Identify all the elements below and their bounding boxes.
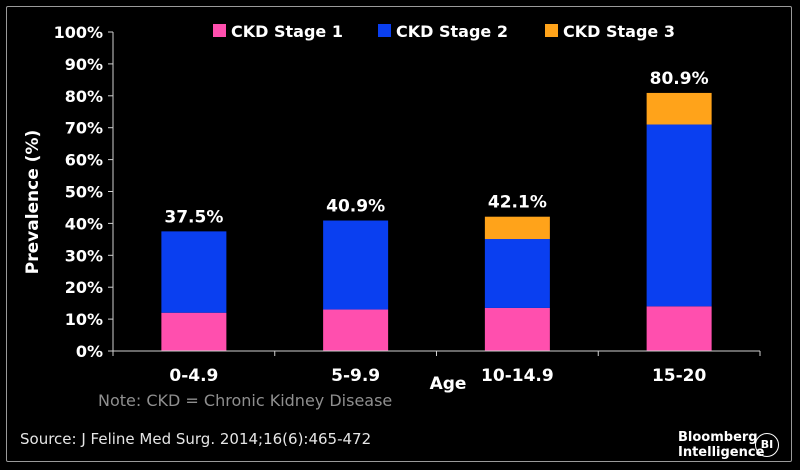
y-tick-label: 10% [65, 310, 103, 329]
x-tick-label: 15-20 [652, 366, 707, 386]
x-tick-label: 10-14.9 [481, 366, 554, 386]
chart-note: Note: CKD = Chronic Kidney Disease [98, 391, 393, 410]
bar-ckd-stage-1-5-9.9 [323, 309, 389, 351]
brand-line-1: Bloomberg [678, 430, 758, 445]
y-tick-label: 70% [65, 119, 103, 138]
bar-ckd-stage-1-0-4.9 [161, 312, 227, 351]
y-tick-label: 30% [65, 246, 103, 265]
legend-label: CKD Stage 2 [396, 22, 508, 41]
bar-total-label: 40.9% [326, 197, 385, 217]
legend-swatch [545, 24, 558, 37]
bar-ckd-stage-1-15-20 [646, 306, 712, 351]
legend-label: CKD Stage 1 [231, 22, 343, 41]
bars: 37.5% 40.9% 42.1% 80.9% [161, 69, 712, 351]
y-tick-label: 0% [76, 342, 103, 361]
bar-total-label: 37.5% [164, 207, 223, 227]
chart-frame [6, 6, 792, 462]
legend: CKD Stage 1 CKD Stage 2 CKD Stage 3 [213, 22, 675, 41]
y-tick-label: 90% [65, 55, 103, 74]
bar-ckd-stage-3-10-14.9 [484, 216, 550, 240]
brand-logo: Bloomberg Intelligence [678, 430, 764, 460]
y-axis-label: Prevalence (%) [23, 130, 43, 274]
bar-ckd-stage-2-10-14.9 [484, 239, 550, 308]
x-axis-label: Age [430, 374, 467, 394]
y-tick-label: 50% [65, 183, 103, 202]
bar-ckd-stage-3-15-20 [646, 92, 712, 125]
y-tick-label: 100% [54, 23, 103, 42]
legend-swatch [213, 24, 226, 37]
bar-total-label: 42.1% [488, 193, 547, 213]
legend-label: CKD Stage 3 [563, 22, 675, 41]
y-tick-label: 60% [65, 151, 103, 170]
legend-swatch [378, 24, 391, 37]
source-citation: Source: J Feline Med Surg. 2014;16(6):46… [20, 430, 372, 448]
bar-ckd-stage-2-5-9.9 [323, 220, 389, 310]
bar-ckd-stage-2-15-20 [646, 124, 712, 307]
x-tick-label: 0-4.9 [169, 366, 218, 386]
x-axis: 0-4.9 5-9.9 10-14.9 15-20 [112, 350, 761, 386]
y-tick-label: 40% [65, 214, 103, 233]
brand-line-2: Intelligence [678, 445, 765, 460]
y-tick-label: 20% [65, 278, 103, 297]
x-tick-label: 5-9.9 [331, 366, 380, 386]
bar-ckd-stage-1-10-14.9 [484, 307, 550, 351]
bi-badge-icon: BI [755, 433, 779, 457]
y-tick-label: 80% [65, 87, 103, 106]
bar-ckd-stage-2-0-4.9 [161, 231, 227, 313]
y-axis: 0% 10% 20% 30% 40% 50% 60% 70% 80% 90% 100% [54, 23, 114, 361]
bar-total-label: 80.9% [650, 69, 709, 89]
